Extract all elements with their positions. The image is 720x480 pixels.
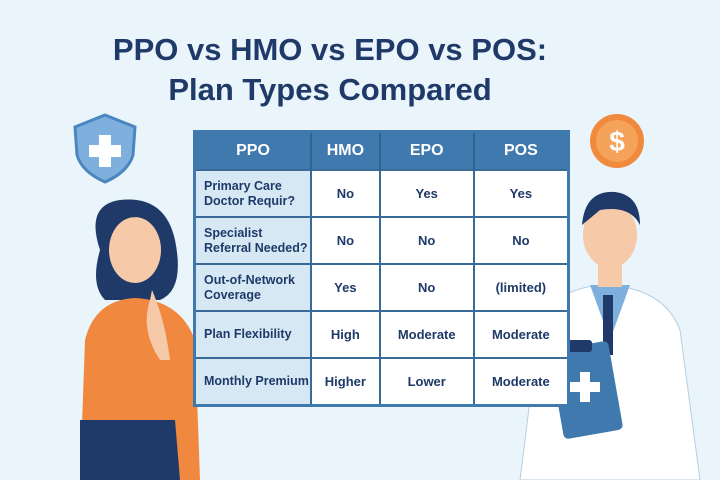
table-cell: Yes xyxy=(472,169,570,218)
header-epo: EPO xyxy=(379,131,475,170)
table-cell: No xyxy=(378,216,475,265)
woman-illustration xyxy=(80,199,200,480)
table-cell: No xyxy=(472,216,570,265)
dollar-coin-icon: $ xyxy=(590,114,644,168)
row-label: Primary Care Doctor Requir? xyxy=(193,169,312,218)
table-row: Plan Flexibility High Moderate Moderate xyxy=(193,310,570,359)
table-cell: Moderate xyxy=(472,357,570,407)
header-ppo: PPO xyxy=(194,131,312,170)
table-cell: No xyxy=(378,263,475,312)
table-cell: No xyxy=(310,169,381,218)
table-cell: Moderate xyxy=(378,310,475,359)
table-cell: No xyxy=(310,216,381,265)
row-label: Out-of-Network Coverage xyxy=(193,263,312,312)
page-title: PPO vs HMO vs EPO vs POS: Plan Types Com… xyxy=(60,30,600,110)
row-label: Plan Flexibility xyxy=(193,310,312,359)
table-row: Out-of-Network Coverage Yes No (limited) xyxy=(193,263,570,312)
table-cell: Yes xyxy=(310,263,381,312)
table-cell: Lower xyxy=(378,357,475,407)
row-label: Specialist Referral Needed? xyxy=(193,216,312,265)
plan-comparison-table: PPO HMO EPO POS Primary Care Doctor Requ… xyxy=(193,130,570,407)
table-cell: Higher xyxy=(310,357,381,407)
table-cell: (limited) xyxy=(472,263,570,312)
table-header-row: PPO HMO EPO POS xyxy=(194,131,570,170)
svg-text:$: $ xyxy=(609,126,625,157)
table-row: Specialist Referral Needed? No No No xyxy=(193,216,570,265)
table-cell: Moderate xyxy=(472,310,570,359)
shield-plus-icon xyxy=(73,113,137,184)
row-label: Monthly Premium xyxy=(193,357,312,407)
table-row: Monthly Premium Higher Lower Moderate xyxy=(193,357,570,407)
title-line-1: PPO vs HMO vs EPO vs POS: xyxy=(112,32,548,67)
header-pos: POS xyxy=(473,131,570,170)
table-cell: Yes xyxy=(378,169,475,218)
table-row: Primary Care Doctor Requir? No Yes Yes xyxy=(193,169,570,218)
header-hmo: HMO xyxy=(311,131,381,170)
table-cell: High xyxy=(310,310,381,359)
title-line-2: Plan Types Compared xyxy=(168,72,492,107)
